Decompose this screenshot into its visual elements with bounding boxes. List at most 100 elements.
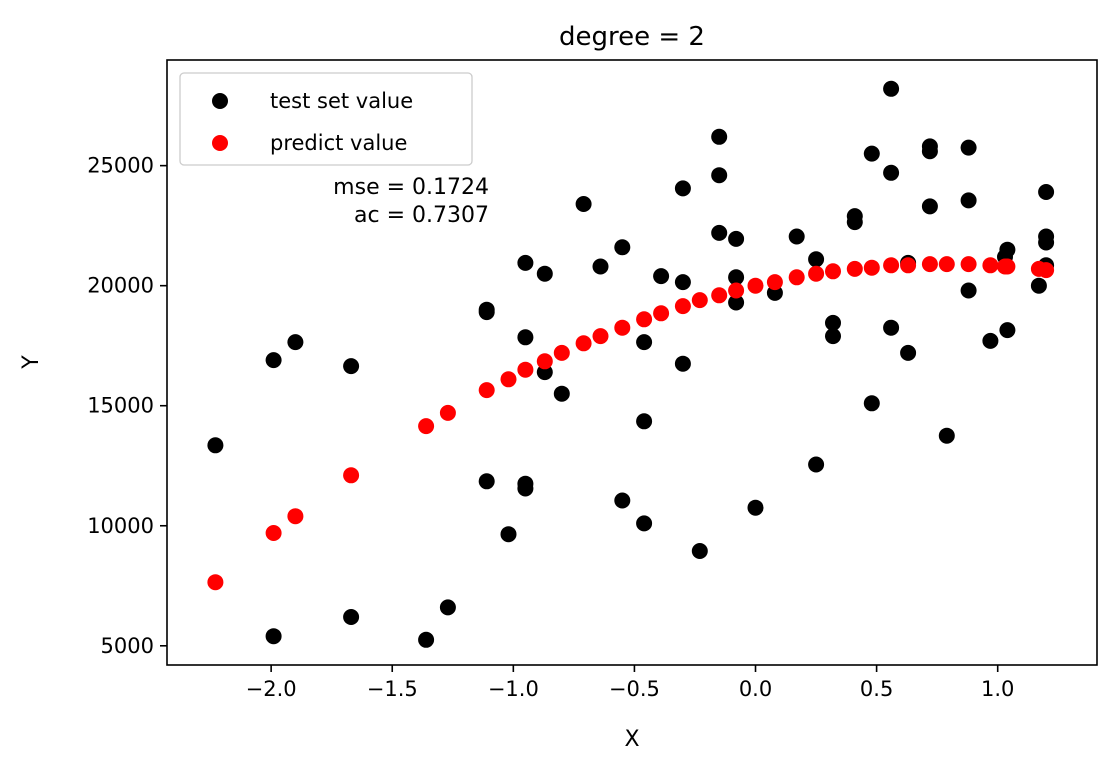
test-point [960,192,977,209]
test-point [517,254,534,271]
test-point [674,274,691,291]
predict-point [825,263,841,280]
y-axis-label: Y [19,355,44,370]
predict-point [439,404,456,421]
x-tick-label: −1.5 [367,677,418,701]
test-point [1038,184,1055,200]
test-point [691,543,708,559]
test-point [921,198,938,215]
test-point [825,314,841,331]
test-point [636,334,653,351]
ticks-layer: −2.0 −1.5 −1.0 −0.5 0.0 0.5 1.0 5000 10000 15000 2… [87,154,1014,701]
test-point [999,241,1016,258]
series-predict [207,256,1055,591]
y-tick-label: 5000 [101,634,154,658]
annotation-ac: ac = 0.7307 [354,203,489,228]
predict-point [921,256,938,273]
test-point [614,239,631,256]
test-point [808,456,825,473]
x-axis-label: X [624,727,639,752]
chart-title: degree = 2 [559,22,705,52]
test-point [614,492,631,509]
predict-point [982,257,999,274]
predict-point [808,265,825,282]
test-point [747,499,764,516]
predict-point [883,257,900,274]
test-point [711,167,728,184]
predict-point [636,311,653,328]
test-point [728,230,745,247]
test-point [500,526,517,543]
test-point [883,80,900,97]
legend-label-test-set: test set value [270,89,413,113]
test-point [883,319,900,336]
test-point [636,515,653,532]
predict-point [900,257,917,274]
test-point [846,214,863,231]
test-point [711,128,728,145]
plot-frame [166,59,1098,666]
series-test-set [207,80,1055,648]
legend: test set value predict value [179,72,473,166]
legend-marker-predict [212,135,228,151]
test-point [900,344,917,361]
test-point [343,358,360,375]
predict-point [960,256,977,273]
test-point [478,304,495,321]
predict-point [614,319,631,336]
test-point [343,609,360,625]
test-point [711,224,728,241]
predict-point [592,328,609,345]
test-point [1030,277,1047,294]
test-point [287,334,304,351]
predict-point [343,467,360,484]
test-point [863,145,880,162]
legend-box [179,72,473,166]
predict-point [207,574,224,591]
test-point [863,395,880,412]
test-point [653,268,670,285]
test-point [728,269,745,286]
predict-point [478,382,495,399]
predict-point [938,256,955,273]
predict-point [553,344,570,361]
test-point [938,427,955,444]
predict-point [863,259,880,276]
predict-point [575,335,592,352]
test-point [478,473,495,490]
predict-point [674,298,691,315]
test-point [1038,234,1055,251]
test-point [960,139,977,156]
predict-point [711,287,728,304]
x-tick-label: −2.0 [246,677,297,701]
predict-point [287,508,304,525]
predict-point [846,260,863,277]
test-point [788,228,805,245]
test-point [636,413,653,430]
test-point [536,265,553,282]
test-point [728,294,745,311]
predict-point [999,258,1016,275]
test-point [921,143,938,160]
y-tick-label: 25000 [87,154,154,178]
test-point [825,328,841,345]
x-tick-label: −0.5 [609,677,660,701]
legend-label-predict: predict value [270,131,407,155]
test-point [592,258,609,275]
predict-point [691,292,708,309]
test-point [418,631,435,648]
predict-point [653,305,670,322]
predict-point [265,525,282,541]
test-point [883,164,900,181]
test-point [517,480,534,497]
y-tick-label: 10000 [87,514,154,538]
predict-point [517,361,534,378]
legend-marker-test-set [212,93,228,109]
test-point [960,282,977,299]
predict-point [1038,262,1055,279]
predict-point [788,269,805,286]
y-tick-label: 20000 [87,274,154,298]
predict-point [500,371,517,388]
y-tick-label: 15000 [87,394,154,418]
